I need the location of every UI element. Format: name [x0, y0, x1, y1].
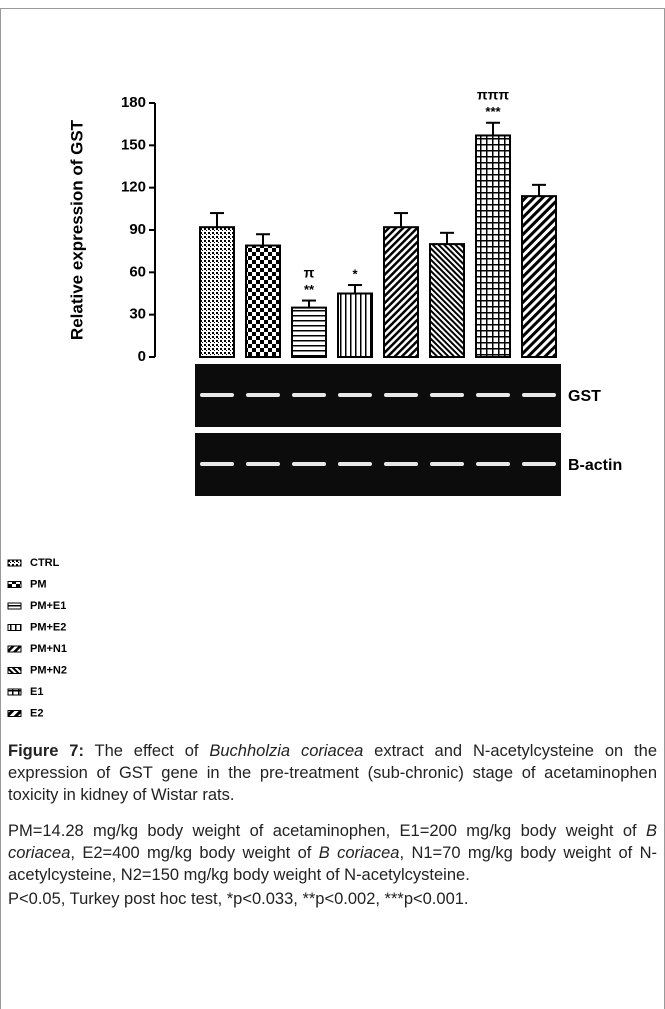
text-run: The effect of: [83, 742, 210, 760]
text-run: B coriacea: [8, 822, 657, 862]
bar: [521, 195, 557, 358]
significance-label: πππ: [477, 86, 509, 102]
gel-band: [476, 393, 510, 397]
y-tick-label: 120: [121, 179, 146, 196]
gel-band: [430, 393, 464, 397]
gel-band: [292, 462, 326, 466]
gel-label: B-actin: [568, 457, 622, 474]
y-tick-label: 180: [121, 94, 146, 111]
y-tick-label: 150: [121, 136, 146, 153]
text-run: extract and N-acetylcysteine on the expr…: [8, 742, 657, 804]
gel-band: [338, 462, 372, 466]
significance-label: **: [304, 282, 315, 297]
legend-swatch: [7, 688, 22, 696]
text-run: , E2=400 mg/kg body weight of: [70, 844, 319, 862]
gel-label: GST: [568, 388, 601, 405]
gel-band: [384, 393, 418, 397]
text-run: B coriacea: [318, 844, 400, 862]
legend-swatch: [7, 710, 22, 717]
text-run: PM=14.28 mg/kg body weight of acetaminop…: [8, 822, 646, 840]
text-run: Buchholzia coriacea: [209, 742, 364, 760]
gel-band: [200, 462, 234, 466]
significance-label: ***: [485, 104, 501, 119]
gel-band: [292, 393, 326, 397]
legend-label: PM+N2: [30, 664, 67, 676]
bar: [199, 226, 235, 358]
y-tick-label: 0: [138, 348, 146, 365]
significance-label: π: [304, 264, 315, 280]
gel-band: [246, 462, 280, 466]
gel-band: [522, 393, 556, 397]
bar: [337, 292, 373, 358]
legend-swatch: [7, 645, 22, 653]
legend-swatch: [7, 581, 22, 588]
bar: [291, 306, 327, 359]
legend-label: CTRL: [30, 557, 60, 569]
chart: Relative expression of GST 0 30 60 90 120 150…: [7, 86, 622, 719]
bar: [475, 134, 511, 358]
figure-notes: PM=14.28 mg/kg body weight of acetaminop…: [8, 820, 657, 886]
legend-label: PM: [30, 578, 47, 590]
y-tick-label: 30: [129, 306, 146, 323]
gel-band: [522, 462, 556, 466]
bar: [245, 244, 281, 358]
legend-swatch: [7, 602, 22, 610]
y-tick-label: 90: [129, 221, 146, 238]
legend-label: PM+E2: [30, 621, 66, 633]
caption-label: Figure 7:: [8, 742, 84, 760]
legend-swatch: [7, 667, 22, 674]
figure-caption: Figure 7: The effect of Buchholzia coria…: [8, 740, 657, 806]
y-axis-label: Relative expression of GST: [67, 119, 86, 340]
y-tick-label: 60: [129, 263, 146, 280]
gel-band: [384, 462, 418, 466]
gel-band: [430, 462, 464, 466]
text-run: , N1=70 mg/kg body weight of N-acetylcys…: [8, 844, 657, 884]
legend-label: E2: [30, 707, 43, 719]
bar: [383, 226, 419, 358]
legend-label: PM+N1: [30, 643, 67, 655]
legend-swatch: [7, 559, 22, 567]
bar: [429, 243, 465, 358]
gel-band: [476, 462, 510, 466]
stats-note: P<0.05, Turkey post hoc test, *p<0.033, …: [8, 890, 469, 908]
gel-band: [246, 393, 280, 397]
gel-band: [200, 393, 234, 397]
legend-label: E1: [30, 686, 43, 698]
legend-label: PM+E1: [30, 600, 66, 612]
gel-band: [338, 393, 372, 397]
significance-label: *: [352, 266, 358, 281]
legend-swatch: [7, 624, 22, 631]
